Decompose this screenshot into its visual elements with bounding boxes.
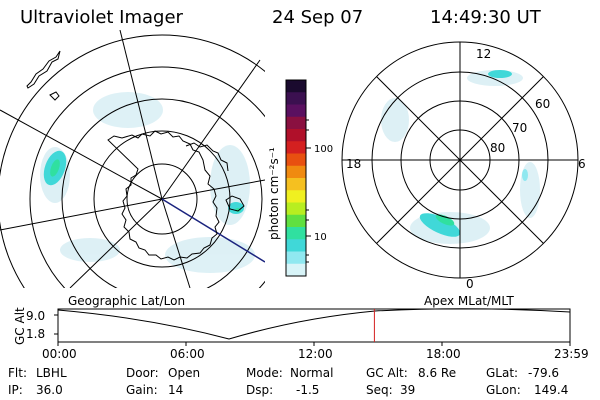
altitude-timeline: GC Alt [13,307,571,346]
x-tick-1800: 18:00 [426,347,461,361]
x-tick-1200: 12:00 [298,347,333,361]
colorbar-tick-10: 10 [314,232,327,243]
dsp-value: -1.5 [296,383,320,397]
mode-label: Mode: [246,366,283,380]
mlt-label-18: 18 [346,157,361,171]
timeline-axis-label: GC Alt [13,307,27,345]
door-value: Open [168,366,201,380]
colorbar-segment [286,116,306,130]
seq-value: 39 [400,383,416,397]
colorbar-segment [286,251,306,265]
gain-value: 14 [168,383,184,397]
magnetic-polar-plot: 12 18 6 0 60 70 80 [341,41,586,291]
colorbar-segment [286,104,306,118]
x-tick-2359: 23:59 [554,347,589,361]
left-map-label: Geographic Lat/Lon [68,294,186,308]
mlt-label-6: 6 [578,157,586,171]
auroral-patch-left [43,150,244,214]
mlat-label-80: 80 [490,141,505,155]
right-map-label: Apex MLat/MLT [424,294,514,308]
ip-label: IP: [8,383,23,397]
gcalt-label: GC Alt: [366,366,408,380]
colorbar-segment [286,129,306,142]
door-label: Door: [126,366,159,380]
colorbar-segment [286,141,306,154]
colorbar [286,80,306,277]
timeline-ticks [54,314,571,346]
y-tick-high: 9.0 [26,309,46,323]
mode-value: Normal [290,366,334,380]
coastline-continent-tip [26,50,61,89]
colorbar-ticks [306,119,311,263]
latitude-circles [0,34,265,288]
island [225,195,245,212]
colorbar-segment [286,227,306,240]
satellite-track [161,198,265,263]
mlt-label-0: 0 [466,277,474,291]
colorbar-segment [286,80,306,93]
colorbar-tick-100: 100 [314,144,333,155]
coastline-peninsula [185,142,229,172]
colorbar-segment [286,165,306,179]
mlat-label-70: 70 [512,121,527,135]
time-label: 14:49:30 UT [430,7,541,28]
mlat-label-60: 60 [535,97,550,111]
auroral-patch-right [419,70,528,237]
glat-label: GLat: [486,366,519,380]
colorbar-segment [286,202,306,216]
colorbar-segment [286,214,306,228]
mlt-lines [342,42,578,278]
x-tick-0600: 06:00 [170,347,205,361]
colorbar-segment [286,92,306,105]
glat-value: -79.6 [528,366,560,380]
x-tick-0000: 00:00 [42,347,77,361]
geographic-map [0,30,265,288]
colorbar-segment [286,263,306,277]
gcalt-value: 8.6 Re [418,366,457,380]
colorbar-segment [286,153,306,167]
colorbar-unit-label: photon cm⁻²s⁻¹ [267,147,281,240]
colorbar-segment [286,190,306,203]
dsp-label: Dsp: [246,383,274,397]
glon-value: 149.4 [534,383,569,397]
island [49,91,60,101]
ip-value: 36.0 [36,383,63,397]
y-tick-low: 1.8 [26,327,46,341]
coastline [107,130,220,261]
filter-value: LBHL [36,366,67,380]
meridian-lines [0,30,265,288]
gain-label: Gain: [126,383,158,397]
seq-label: Seq: [366,383,393,397]
altitude-curve [57,308,571,340]
instrument-title: Ultraviolet Imager [20,7,183,28]
date-label: 24 Sep 07 [272,7,364,28]
mlt-label-12: 12 [476,47,491,61]
filter-label: Flt: [8,366,27,380]
colorbar-segment [286,239,306,252]
glon-label: GLon: [486,383,521,397]
colorbar-segment [286,178,306,191]
